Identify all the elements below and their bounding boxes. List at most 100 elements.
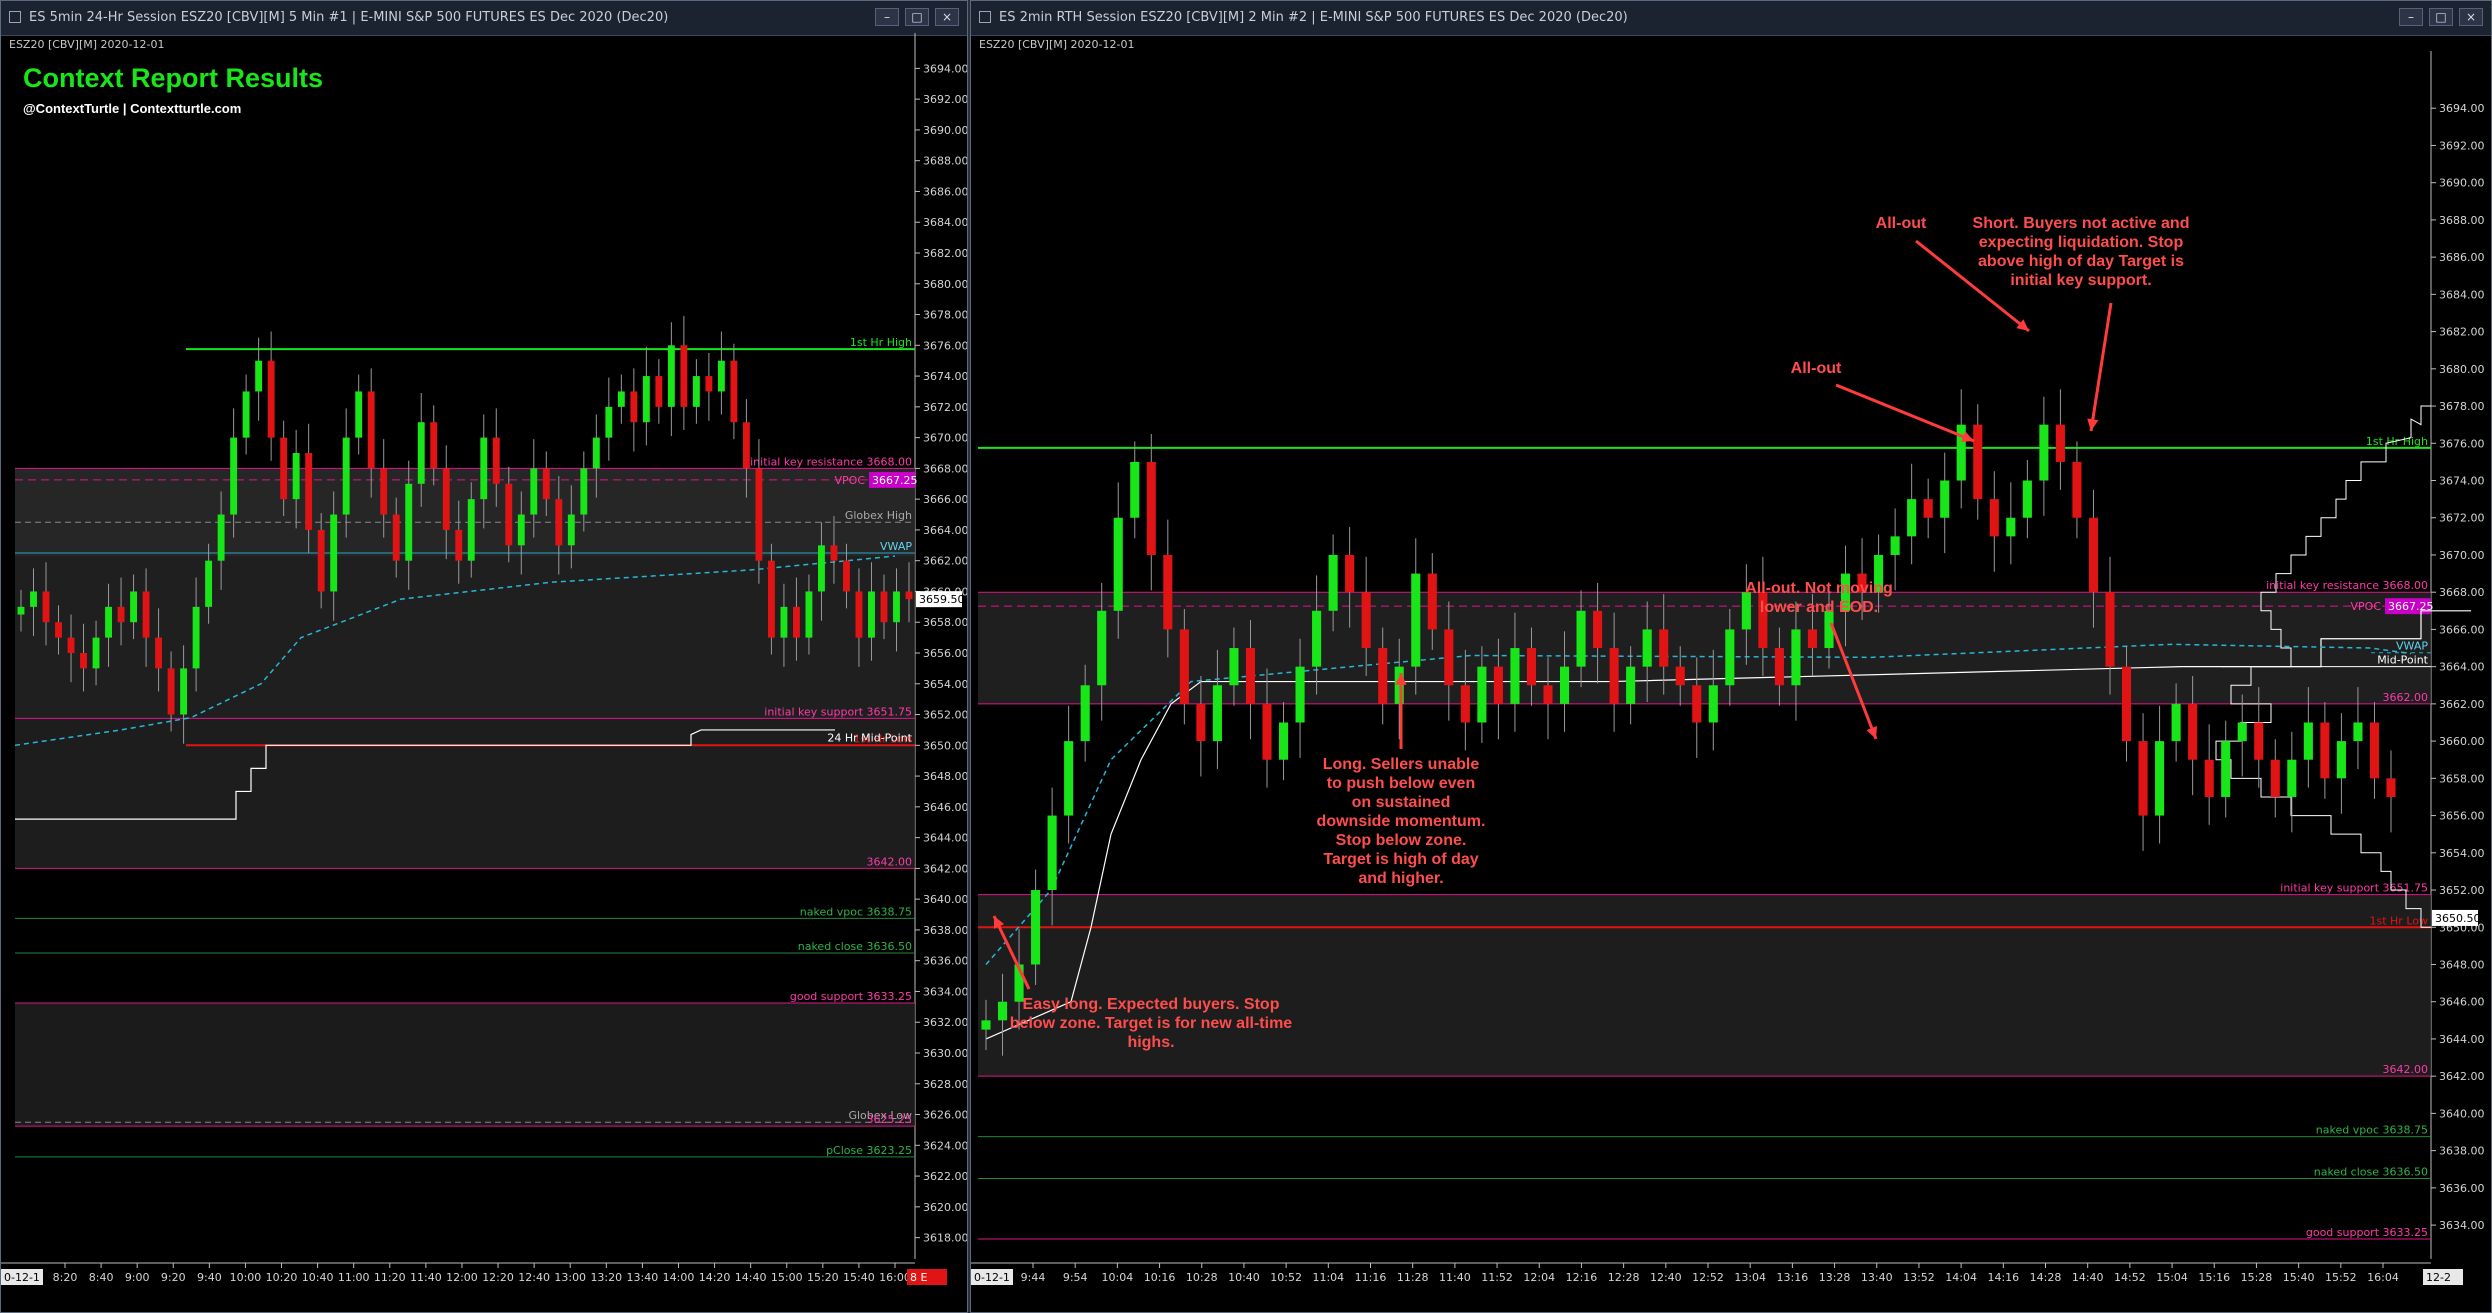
- candle-body: [205, 560, 213, 607]
- candle-body: [1907, 499, 1917, 537]
- first-hour-low-label: 1st Hr Low: [2370, 914, 2429, 927]
- candle-body: [1411, 573, 1421, 667]
- naked-vpoc-label: naked vpoc 3638.75: [800, 905, 912, 918]
- candle-body: [1642, 629, 1652, 667]
- candle-body: [1493, 666, 1503, 704]
- time-tick-label: 14:16: [1987, 1271, 2019, 1284]
- time-tick-label: 12:16: [1566, 1271, 1598, 1284]
- price-tick-label: 3642.00: [2439, 1070, 2485, 1083]
- first-hour-low-label: 1st Hr Low: [854, 732, 913, 745]
- candle-body: [1708, 685, 1718, 723]
- left-chart[interactable]: 3694.00 3692.00 3690.00 3688.00 3686.00 3684.…: [1, 1, 967, 1312]
- left-symbol-info: ESZ20 [CBV][M] 2020-12-01: [9, 38, 165, 51]
- candle-body: [855, 591, 863, 638]
- candle-body: [255, 360, 263, 392]
- candle-body: [997, 1001, 1008, 1021]
- time-tick-label: 13:40: [1861, 1271, 1893, 1284]
- candle-body: [1626, 666, 1636, 704]
- candle-body: [42, 591, 50, 623]
- minimize-button[interactable]: –: [2399, 8, 2423, 26]
- time-tick-label: 10:52: [1270, 1271, 1302, 1284]
- candle-body: [367, 391, 375, 469]
- maximize-button[interactable]: □: [905, 8, 929, 26]
- time-tick-label: 15:40: [843, 1271, 875, 1284]
- candle-body: [767, 560, 775, 638]
- annotation-long: on sustained: [1352, 794, 1451, 811]
- candle-body: [1245, 648, 1256, 704]
- candle-body: [805, 591, 813, 638]
- right-symbol-info: ESZ20 [CBV][M] 2020-12-01: [979, 38, 1135, 51]
- vwap-label: VWAP: [2396, 640, 2428, 653]
- candle-body: [1840, 573, 1851, 611]
- candle-body: [280, 437, 288, 500]
- candle-body: [2386, 778, 2396, 797]
- naked-close-label: naked close 3636.50: [798, 940, 912, 953]
- candle-body: [1014, 964, 1024, 1002]
- candle-body: [1477, 666, 1487, 723]
- maximize-button[interactable]: □: [2429, 8, 2453, 26]
- price-tick-label: 3658.00: [923, 616, 967, 629]
- initial-key-resistance-label: initial key resistance 3668.00: [2266, 579, 2428, 592]
- resistance-zone: [978, 592, 2431, 704]
- vwap-curve: [985, 643, 2412, 965]
- candle-body: [1791, 629, 1801, 686]
- candle-body: [893, 591, 900, 623]
- level-3642-label: 3642.00: [867, 855, 913, 868]
- time-tick-label: 12:40: [1650, 1271, 1682, 1284]
- first-hour-high-label: 1st Hr High: [2366, 435, 2428, 448]
- time-tick-label: 14:52: [2114, 1271, 2146, 1284]
- right-titlebar: ES 2min RTH Session ESZ20 [CBV][M] 2 Min…: [971, 1, 2491, 36]
- candle-body: [380, 468, 388, 515]
- last-price-box: [916, 591, 962, 608]
- candle-body: [2369, 722, 2380, 779]
- arrow-all-out-1-head: [2016, 319, 2029, 331]
- arrow-short-head: [2087, 418, 2099, 431]
- close-button[interactable]: ×: [935, 8, 959, 26]
- candle-body: [342, 437, 350, 515]
- arrow-easy-long-head: [993, 916, 1005, 929]
- candle-body: [105, 606, 112, 638]
- candle-body: [130, 591, 138, 623]
- candle-body: [542, 468, 550, 500]
- time-tick-label: 15:04: [2156, 1271, 2188, 1284]
- time-tick-label: 13:00: [554, 1271, 586, 1284]
- price-tick-label: 3676.00: [923, 339, 967, 352]
- date-label-box: [971, 1269, 1013, 1285]
- window-icon: [979, 11, 991, 23]
- price-tick-label: 3630.00: [923, 1047, 967, 1060]
- minimize-button[interactable]: –: [875, 8, 899, 26]
- time-tick-label: 11:16: [1355, 1271, 1387, 1284]
- candle-body: [467, 499, 475, 561]
- candle-body: [1923, 499, 1933, 518]
- candle-body: [2353, 722, 2363, 742]
- time-tick-label: 13:04: [1734, 1271, 1766, 1284]
- candle-body: [517, 514, 525, 546]
- candle-body: [142, 591, 150, 638]
- candle-body: [843, 560, 850, 592]
- annotation-easy-long: below zone. Target is for new all-time: [1010, 1015, 1293, 1032]
- price-tick-label: 3662.00: [2439, 698, 2485, 711]
- arrow-all-out-eod-head: [1866, 726, 1878, 739]
- price-tick-label: 3670.00: [2439, 549, 2485, 562]
- candle-body: [2287, 759, 2297, 797]
- price-tick-label: 3654.00: [923, 678, 967, 691]
- candle-body: [2121, 666, 2132, 742]
- price-tick-label: 3634.00: [923, 985, 967, 998]
- candle-body: [1692, 685, 1702, 723]
- right-chart[interactable]: 3694.00 3692.00 3690.00 3688.00 3686.00 3684.…: [971, 1, 2491, 1312]
- candle-body: [1378, 648, 1388, 704]
- candle-body: [1394, 666, 1404, 704]
- candle-body: [1576, 610, 1586, 667]
- date-end-box: [2423, 1269, 2463, 1285]
- candle-body: [1196, 703, 1206, 742]
- candle-body: [1526, 648, 1537, 686]
- candle-body: [392, 514, 400, 561]
- candle-body: [2006, 517, 2016, 537]
- close-button[interactable]: ×: [2459, 8, 2483, 26]
- candle-body: [567, 514, 575, 546]
- price-tick-label: 3658.00: [2439, 772, 2485, 785]
- time-tick-label: 15:52: [2325, 1271, 2357, 1284]
- price-tick-label: 3636.00: [923, 955, 967, 968]
- candle-body: [705, 376, 713, 392]
- candle-body: [530, 468, 538, 515]
